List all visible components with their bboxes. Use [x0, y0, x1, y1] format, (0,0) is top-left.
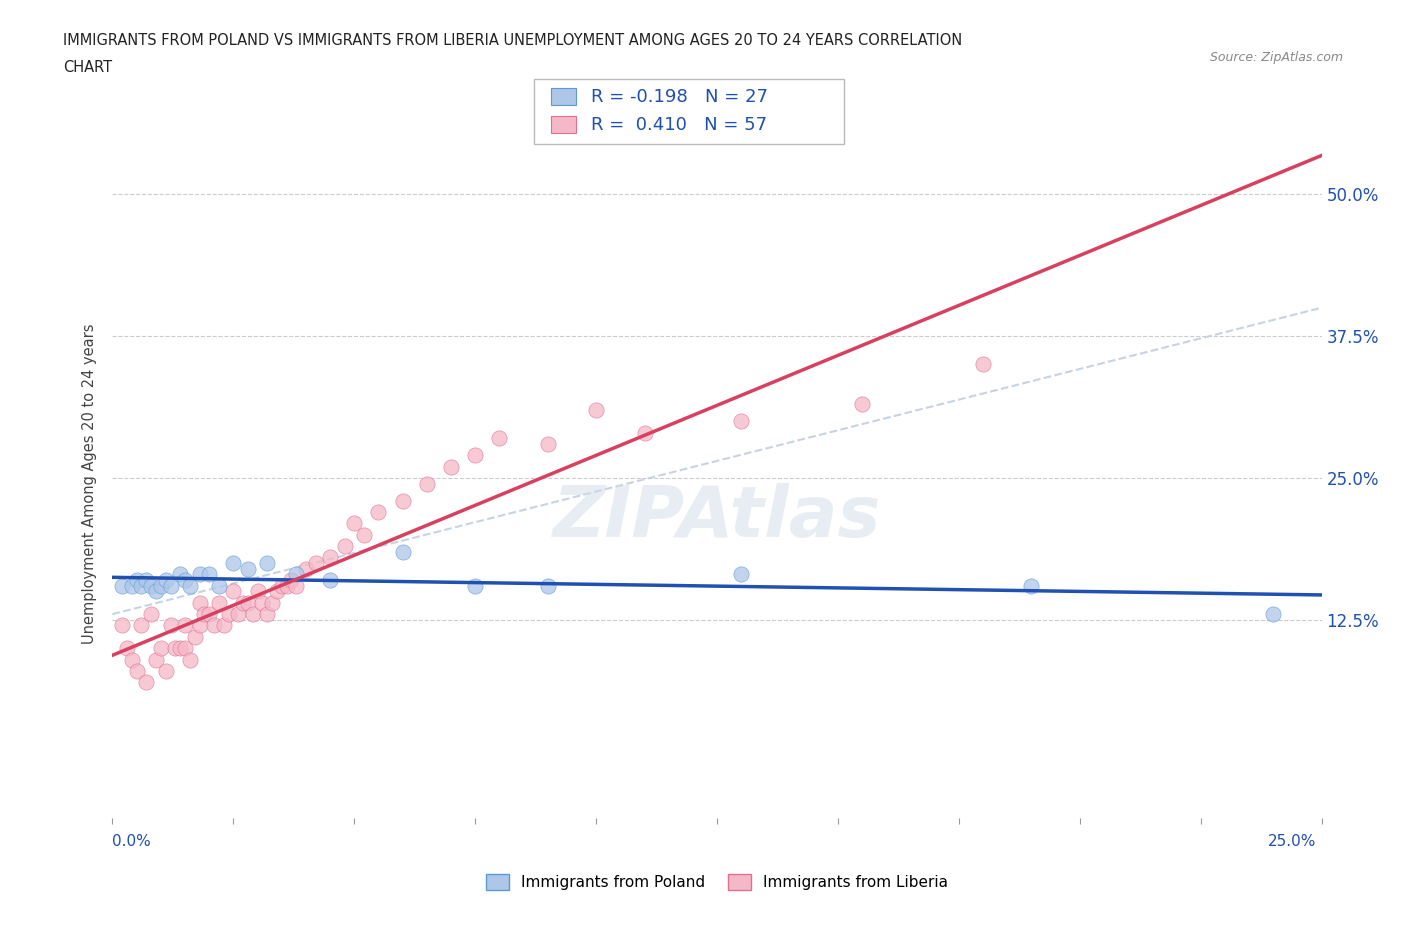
- Text: CHART: CHART: [63, 60, 112, 74]
- Point: [304, 555, 326, 570]
- Text: R = -0.198   N = 27: R = -0.198 N = 27: [591, 87, 768, 106]
- Point: [115, 641, 138, 656]
- Point: [145, 652, 167, 667]
- Point: [155, 573, 177, 588]
- Point: [198, 567, 221, 582]
- Point: [236, 562, 259, 577]
- Point: [218, 606, 240, 621]
- Point: [188, 567, 211, 582]
- Point: [121, 578, 143, 593]
- Point: [353, 527, 375, 542]
- Point: [319, 550, 342, 565]
- Point: [125, 663, 148, 678]
- Point: [1263, 606, 1285, 621]
- Point: [169, 641, 191, 656]
- Point: [121, 652, 143, 667]
- Point: [266, 584, 288, 599]
- Legend: Immigrants from Poland, Immigrants from Liberia: Immigrants from Poland, Immigrants from …: [478, 867, 956, 897]
- Text: ZIPAtlas: ZIPAtlas: [553, 483, 882, 551]
- Point: [295, 562, 318, 577]
- Point: [730, 567, 752, 582]
- Point: [256, 606, 278, 621]
- Point: [537, 436, 560, 451]
- Text: 0.0%: 0.0%: [112, 834, 152, 849]
- Point: [125, 573, 148, 588]
- Point: [416, 476, 439, 491]
- Point: [169, 567, 191, 582]
- Point: [488, 431, 510, 445]
- Point: [179, 652, 201, 667]
- Point: [333, 538, 356, 553]
- Point: [111, 618, 134, 633]
- Point: [464, 578, 486, 593]
- Point: [131, 578, 153, 593]
- Point: [851, 397, 873, 412]
- Point: [193, 606, 215, 621]
- Point: [188, 595, 211, 610]
- Point: [141, 606, 163, 621]
- Point: [285, 578, 308, 593]
- Point: [440, 459, 463, 474]
- Text: Source: ZipAtlas.com: Source: ZipAtlas.com: [1209, 51, 1343, 64]
- Point: [149, 578, 172, 593]
- Text: R =  0.410   N = 57: R = 0.410 N = 57: [591, 115, 766, 134]
- Point: [464, 447, 486, 462]
- Point: [135, 675, 157, 690]
- Point: [111, 578, 134, 593]
- Point: [343, 516, 366, 531]
- Point: [270, 578, 292, 593]
- Point: [159, 578, 181, 593]
- Point: [165, 641, 187, 656]
- Point: [276, 578, 298, 593]
- Point: [222, 555, 245, 570]
- Point: [222, 584, 245, 599]
- Point: [585, 403, 607, 418]
- Point: [633, 425, 655, 440]
- Point: [319, 573, 342, 588]
- Point: [159, 618, 181, 633]
- Point: [391, 493, 413, 508]
- Point: [246, 584, 269, 599]
- Point: [252, 595, 274, 610]
- Point: [391, 544, 413, 559]
- Point: [174, 618, 197, 633]
- Point: [280, 573, 302, 588]
- Point: [135, 573, 157, 588]
- Point: [198, 606, 221, 621]
- Point: [226, 606, 249, 621]
- Point: [256, 555, 278, 570]
- Point: [972, 357, 994, 372]
- Point: [730, 414, 752, 429]
- Point: [131, 618, 153, 633]
- Point: [174, 641, 197, 656]
- Point: [1021, 578, 1043, 593]
- Point: [208, 595, 231, 610]
- Point: [145, 584, 167, 599]
- Text: IMMIGRANTS FROM POLAND VS IMMIGRANTS FROM LIBERIA UNEMPLOYMENT AMONG AGES 20 TO : IMMIGRANTS FROM POLAND VS IMMIGRANTS FRO…: [63, 33, 963, 47]
- Point: [141, 578, 163, 593]
- Point: [242, 606, 264, 621]
- Point: [174, 573, 197, 588]
- Point: [537, 578, 560, 593]
- Y-axis label: Unemployment Among Ages 20 to 24 years: Unemployment Among Ages 20 to 24 years: [82, 324, 97, 644]
- Point: [212, 618, 235, 633]
- Point: [262, 595, 284, 610]
- Point: [188, 618, 211, 633]
- Point: [285, 567, 308, 582]
- Point: [208, 578, 231, 593]
- Text: 25.0%: 25.0%: [1268, 834, 1316, 849]
- Point: [149, 641, 172, 656]
- Point: [232, 595, 254, 610]
- Point: [236, 595, 259, 610]
- Point: [155, 663, 177, 678]
- Point: [183, 630, 205, 644]
- Point: [179, 578, 201, 593]
- Point: [202, 618, 225, 633]
- Point: [367, 505, 389, 520]
